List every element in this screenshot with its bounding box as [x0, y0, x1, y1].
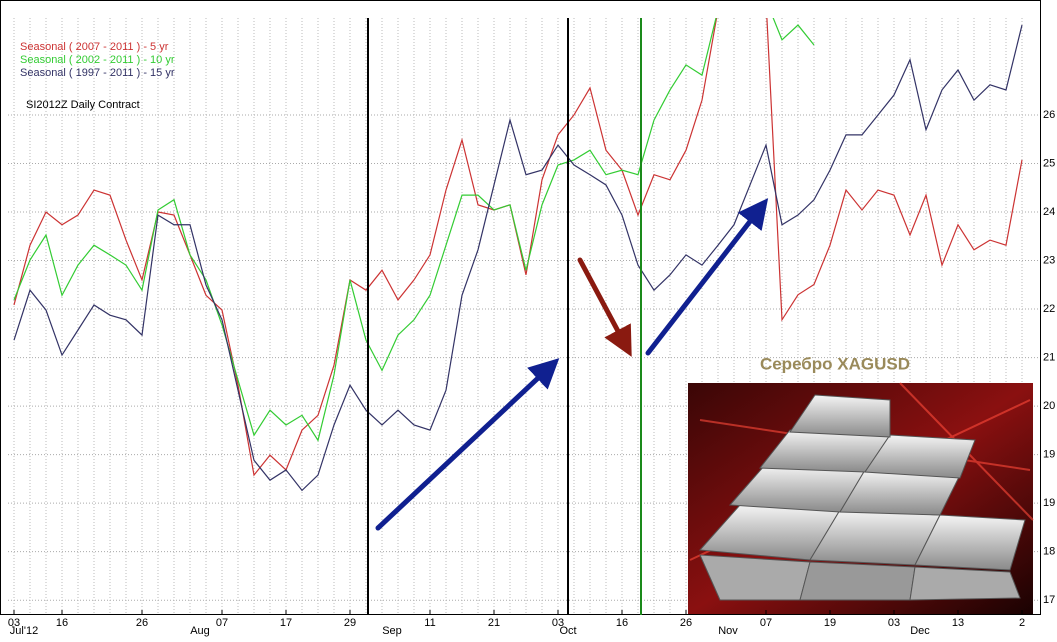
x-month-label: Nov	[718, 625, 738, 637]
x-month-label: Aug	[190, 625, 210, 637]
x-tick-label: 29	[344, 617, 356, 629]
x-month-label: Oct	[559, 625, 576, 637]
x-tick-label: 03	[552, 617, 564, 629]
x-tick-label: 16	[616, 617, 628, 629]
y-tick-label: 26	[1043, 109, 1055, 121]
y-tick-label: 17	[1043, 594, 1055, 606]
x-tick-label: 2	[1019, 617, 1025, 629]
x-tick-label: 26	[680, 617, 692, 629]
x-tick-label: 16	[56, 617, 68, 629]
x-month-label: Jul'12	[10, 625, 38, 637]
x-tick-label: 03	[8, 617, 20, 629]
legend-entry: Seasonal ( 1997 - 2011 ) - 15 yr	[20, 67, 175, 79]
x-tick-label: 21	[488, 617, 500, 629]
silver-image	[688, 382, 1034, 614]
x-tick-label: 07	[760, 617, 772, 629]
y-tick-label: 19	[1043, 497, 1055, 509]
series-line	[13, 24, 1023, 492]
series-lines	[13, 18, 1023, 492]
arrow	[645, 198, 769, 356]
y-tick-label: 20	[1043, 400, 1055, 412]
y-tick-label: 18	[1043, 546, 1055, 558]
legend: Seasonal ( 2007 - 2011 ) - 5 yrSeasonal …	[20, 41, 175, 79]
arrow	[577, 257, 632, 357]
x-tick-label: 11	[424, 617, 435, 629]
y-tick-label: 23	[1043, 254, 1055, 266]
subtitle: SI2012Z Daily Contract	[26, 99, 140, 111]
y-tick-label: 19	[1043, 449, 1055, 461]
arrow	[375, 358, 560, 531]
grid	[8, 18, 1040, 615]
x-tick-label: 13	[952, 617, 964, 629]
y-tick-label: 25	[1043, 157, 1055, 169]
x-month-label: Sep	[382, 625, 402, 637]
y-tick-label: 21	[1043, 351, 1055, 363]
x-tick-label: 03	[888, 617, 900, 629]
x-tick-label: 26	[136, 617, 148, 629]
x-tick-label: 19	[824, 617, 836, 629]
x-tick-label: 07	[216, 617, 228, 629]
x-month-label: Dec	[910, 625, 930, 637]
y-tick-label: 22	[1043, 303, 1055, 315]
legend-entry: Seasonal ( 2002 - 2011 ) - 10 yr	[20, 54, 175, 66]
legend-entry: Seasonal ( 2007 - 2011 ) - 5 yr	[20, 41, 169, 53]
series-line	[13, 18, 815, 442]
x-tick-label: 17	[280, 617, 292, 629]
annotation: Серебро XAGUSD	[760, 354, 910, 373]
y-tick-label: 24	[1043, 206, 1055, 218]
series-line	[13, 18, 1023, 477]
